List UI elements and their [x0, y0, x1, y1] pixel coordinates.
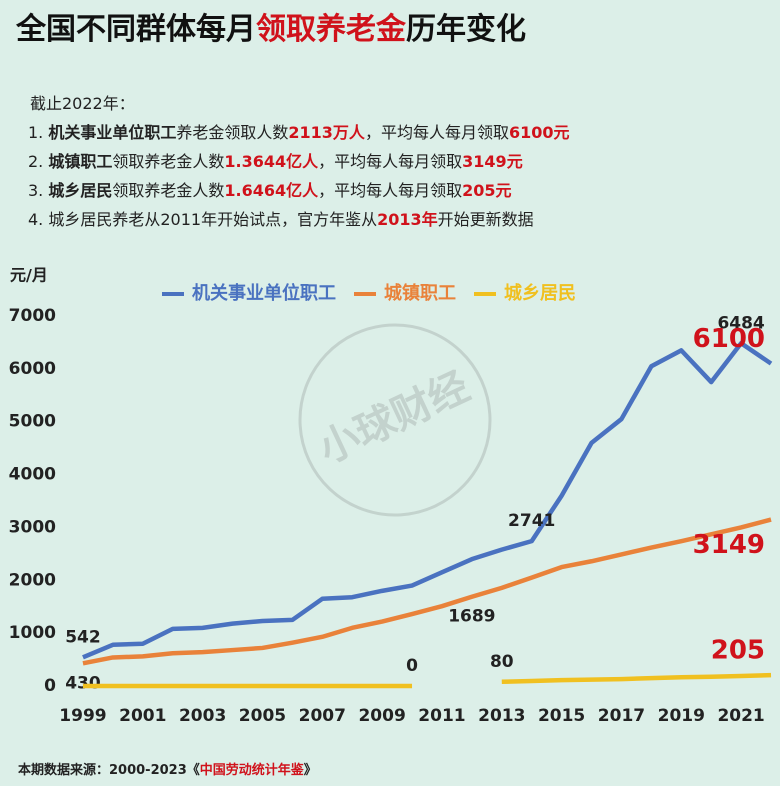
note-line-part: 1.3644亿人	[224, 152, 319, 171]
note-line: 3. 城乡居民领取养老金人数1.6464亿人，平均每人每月领取205元	[28, 181, 512, 200]
x-tick-label: 2021	[717, 706, 764, 726]
note-line-part: 1.	[28, 123, 48, 142]
note-line-part: 机关事业单位职工	[48, 123, 176, 142]
y-axis-label: 元/月	[10, 266, 48, 285]
data-label: 2741	[508, 511, 555, 531]
note-line-part: 3.	[28, 181, 48, 200]
chart-title-part: 领取养老金	[256, 12, 407, 47]
note-line-part: 2113万人	[288, 123, 366, 142]
data-label: 80	[490, 652, 514, 672]
note-line-part: 3149元	[462, 152, 523, 171]
note-line-part: 养老金领取人数	[176, 123, 288, 142]
watermark-text: 小球财经	[312, 364, 476, 473]
x-tick-label: 2015	[538, 706, 585, 726]
note-line-part: 开始更新数据	[438, 210, 534, 229]
note-line-part: 截止2022年：	[30, 94, 135, 113]
series-line	[501, 672, 772, 685]
x-tick-label: 2003	[179, 706, 226, 726]
note-line-part: 205元	[462, 181, 511, 200]
note-line-part: ，平均每人每月领取	[365, 123, 509, 142]
chart-title: 全国不同群体每月领取养老金历年变化	[15, 12, 526, 47]
note-line-part: ，平均每人每月领取	[318, 152, 462, 171]
x-tick-label: 1999	[59, 706, 106, 726]
note-line-part: ，平均每人每月领取	[318, 181, 462, 200]
note-line-part: 领取养老金人数	[112, 181, 224, 200]
y-tick-label: 3000	[9, 517, 56, 537]
note-line-part: 城乡居民	[48, 181, 112, 200]
data-label: 542	[65, 627, 101, 647]
y-tick-label: 6000	[9, 359, 56, 379]
data-label: 205	[711, 636, 765, 666]
note-line-part: 2.	[28, 152, 48, 171]
data-label: 3149	[693, 530, 765, 560]
source-note-part: 本期数据来源：2000-2023《	[18, 762, 200, 778]
note-line-part: 1.6464亿人	[224, 181, 319, 200]
x-tick-label: 2009	[358, 706, 405, 726]
chart-title-part: 历年变化	[406, 12, 526, 47]
note-line-part: 6100元	[509, 123, 570, 142]
x-tick-label: 2007	[299, 706, 346, 726]
note-line-part: 城镇职工	[48, 152, 112, 171]
legend-label: 城镇职工	[384, 282, 456, 304]
watermark: 小球财经	[298, 323, 492, 517]
legend-label: 机关事业单位职工	[192, 282, 336, 304]
note-line-part: 领取养老金人数	[112, 152, 224, 171]
y-tick-label: 0	[44, 676, 56, 696]
x-tick-label: 2017	[598, 706, 645, 726]
legend-label: 城乡居民	[504, 282, 576, 304]
x-tick-label: 2013	[478, 706, 525, 726]
source-note: 本期数据来源：2000-2023《中国劳动统计年鉴》	[18, 762, 317, 778]
y-tick-label: 5000	[9, 412, 56, 432]
y-tick-label: 4000	[9, 465, 56, 485]
source-note-part: 》	[304, 762, 317, 778]
series-line	[82, 517, 772, 666]
chart-title-part: 全国不同群体每月	[15, 12, 256, 47]
y-tick-label: 1000	[9, 623, 56, 643]
x-tick-label: 2005	[239, 706, 286, 726]
note-line: 截止2022年：	[30, 94, 135, 113]
data-label: 1689	[448, 607, 495, 627]
note-line-part: 2013年	[377, 210, 438, 229]
x-tick-label: 2001	[119, 706, 166, 726]
watermark-ring	[298, 323, 492, 517]
x-tick-label: 2011	[418, 706, 465, 726]
series-line	[82, 341, 773, 660]
source-note-part: 中国劳动统计年鉴	[200, 762, 305, 778]
data-label: 0	[406, 656, 418, 676]
note-line: 2. 城镇职工领取养老金人数1.3644亿人，平均每人每月领取3149元	[28, 152, 523, 171]
note-line-part: 4. 城乡居民养老从2011年开始试点，官方年鉴从	[28, 210, 377, 229]
data-label: 430	[65, 673, 101, 693]
note-line: 1. 机关事业单位职工养老金领取人数2113万人，平均每人每月领取6100元	[28, 123, 570, 142]
note-line: 4. 城乡居民养老从2011年开始试点，官方年鉴从2013年开始更新数据	[28, 210, 534, 229]
data-label: 6484	[717, 313, 764, 333]
y-tick-label: 2000	[9, 570, 56, 590]
x-tick-label: 2019	[658, 706, 705, 726]
y-tick-label: 7000	[9, 306, 56, 326]
data-label: 6100	[693, 324, 765, 354]
